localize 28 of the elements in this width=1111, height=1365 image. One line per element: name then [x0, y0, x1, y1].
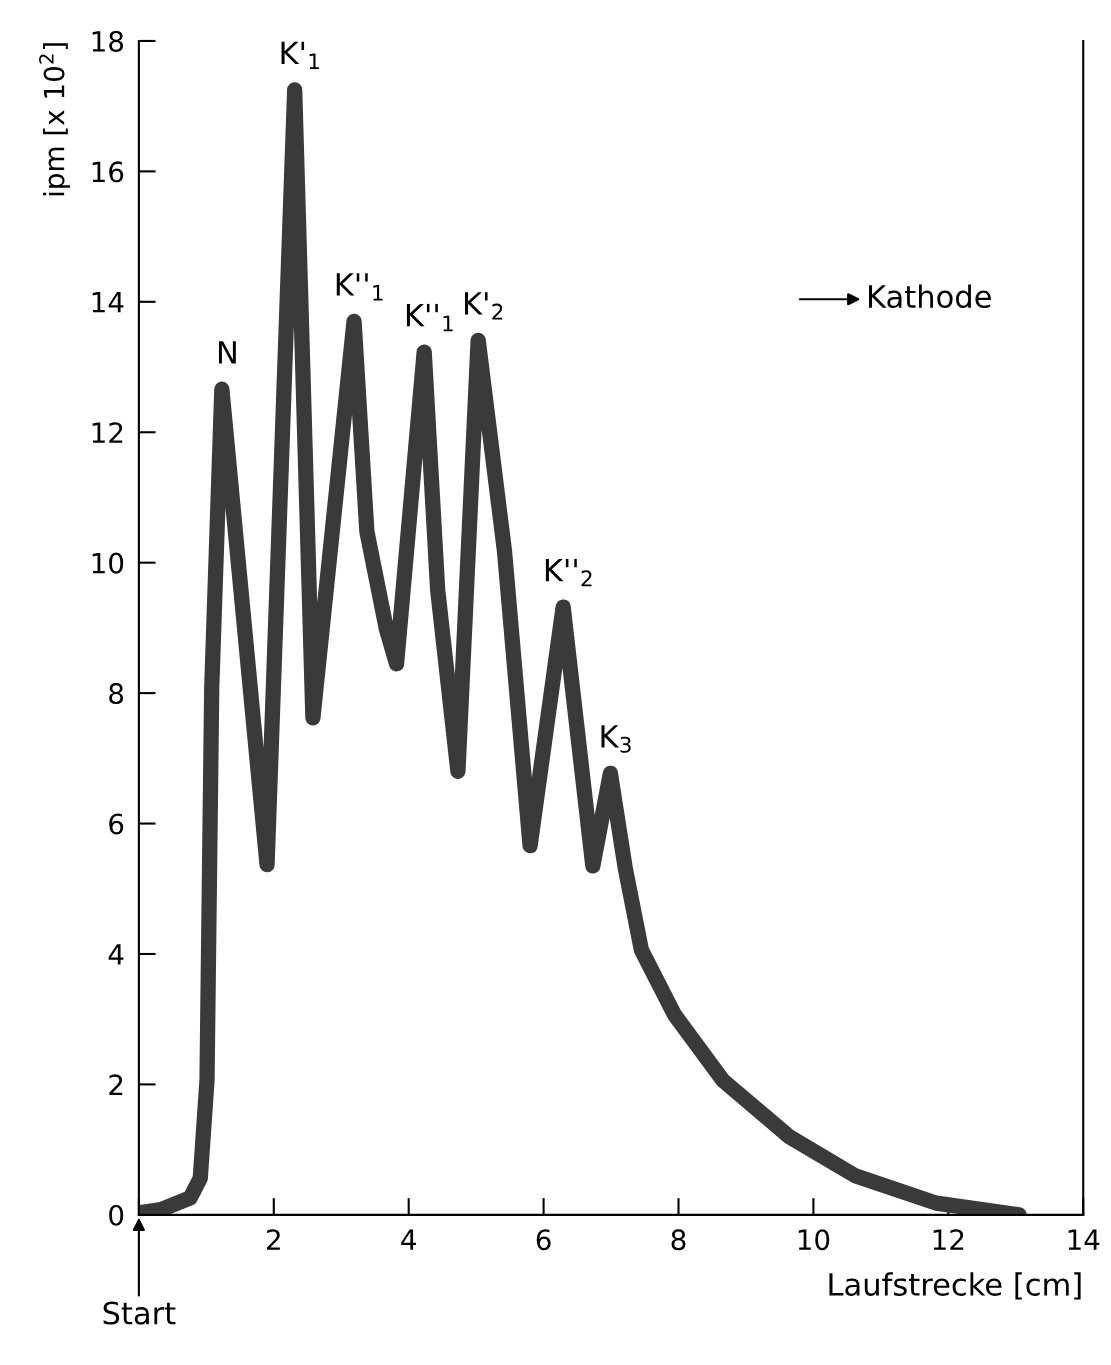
y-tick-label: 12: [92, 422, 123, 443]
annotation: Start: [103, 1301, 176, 1325]
x-tick-label: 8: [671, 1229, 686, 1251]
annotation: N: [218, 341, 236, 364]
annotation: K'$_{2}$: [465, 292, 503, 320]
y-tick-label: 14: [92, 292, 124, 313]
x-tick-label: 14: [1068, 1229, 1100, 1250]
x-tick-label: 12: [933, 1229, 964, 1250]
y-tick-label: 0: [109, 1204, 124, 1226]
x-axis-title: Laufstrecke [cm]: [829, 1272, 1081, 1300]
y-tick-label: 4: [108, 944, 124, 965]
annotation: K$_{3}$: [601, 725, 631, 753]
annotation: K''$_{1}$: [406, 303, 453, 332]
annotation: K'$_{1}$: [281, 41, 319, 70]
x-tick-label: 10: [798, 1229, 830, 1251]
y-tick-label: 6: [109, 813, 124, 835]
y-tick-label: 2: [109, 1074, 123, 1095]
annotation: K''$_{2}$: [545, 558, 592, 587]
annotation: K''$_{1}$: [336, 273, 383, 301]
x-tick-label: 2: [266, 1229, 280, 1250]
y-axis-title: ipm [x 10$^{2}$]: [39, 43, 70, 196]
y-tick-label: 16: [92, 161, 124, 183]
x-tick-label: 4: [401, 1229, 416, 1250]
y-tick-label: 18: [92, 30, 124, 52]
y-tick-label: 8: [109, 683, 124, 705]
x-tick-label: 6: [536, 1229, 551, 1251]
annotation: Kathode: [869, 284, 991, 309]
y-tick-label: 10: [92, 552, 124, 574]
